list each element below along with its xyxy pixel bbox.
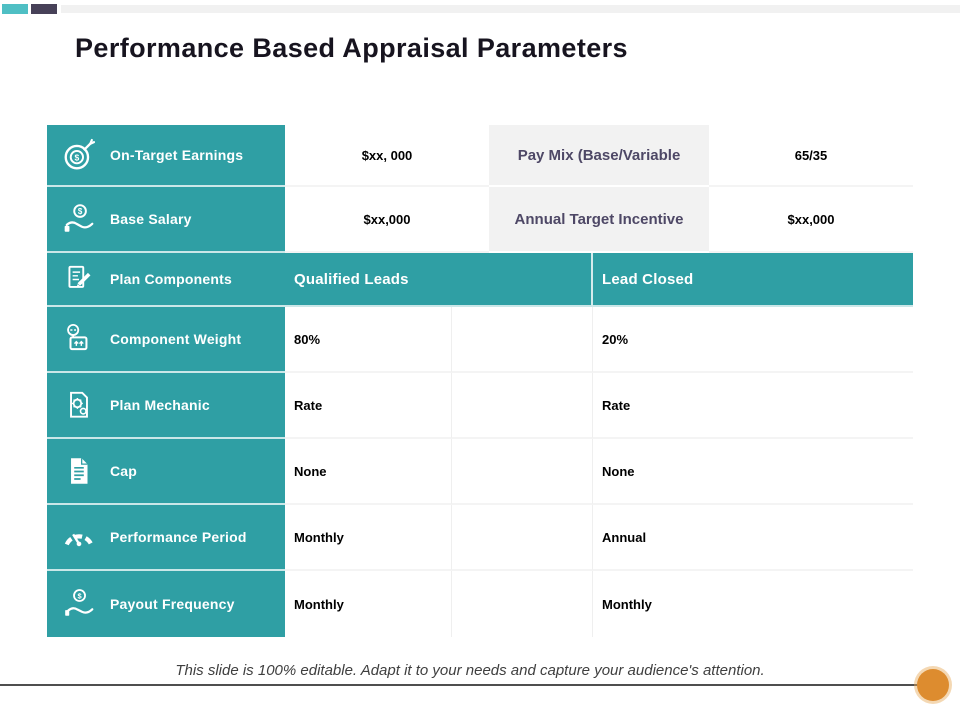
value-cell: Rate [285, 373, 451, 439]
decorative-purple-square [31, 4, 57, 14]
target-dollar-icon: $ [61, 137, 97, 173]
decorative-teal-square [2, 4, 28, 14]
svg-text:$: $ [78, 207, 83, 216]
empty-cell [451, 571, 593, 637]
table-row: Cap None None [47, 439, 913, 505]
table-row: $ Payout Frequency Monthly Monthly [47, 571, 913, 637]
row-label-cap: Cap [47, 439, 285, 505]
value-cell: Monthly [593, 571, 913, 637]
value-cell: Annual [593, 505, 913, 571]
column-header-qualified-leads: Qualified Leads [285, 253, 593, 307]
svg-text:$: $ [75, 152, 80, 162]
footer-divider-line [0, 684, 918, 686]
column-header-lead-closed: Lead Closed [593, 253, 913, 307]
empty-cell [451, 505, 593, 571]
gauge-icon [61, 519, 97, 555]
value-cell: Monthly [285, 505, 451, 571]
table-row: $ On-Target Earnings $xx, 000 Pay Mix (B… [47, 125, 913, 187]
value-cell: None [285, 439, 451, 505]
value-cell: 20% [593, 307, 913, 373]
table-row: Plan Mechanic Rate Rate [47, 373, 913, 439]
orange-dot-decoration [917, 669, 949, 701]
empty-cell [451, 307, 593, 373]
value-cell: 80% [285, 307, 451, 373]
value-cell: $xx, 000 [285, 125, 489, 187]
slide-title: Performance Based Appraisal Parameters [75, 33, 628, 63]
decorative-top-bar [61, 5, 960, 13]
empty-cell [451, 439, 593, 505]
value-cell: $xx,000 [709, 187, 913, 253]
empty-cell [451, 373, 593, 439]
secondary-label-cell: Annual Target Incentive [489, 187, 709, 253]
document-pencil-icon [61, 261, 97, 297]
table-row: $ Base Salary $xx,000 Annual Target Ince… [47, 187, 913, 253]
row-label-text: On-Target Earnings [110, 147, 244, 163]
row-label-text: Performance Period [110, 529, 247, 545]
row-label-text: Payout Frequency [110, 596, 235, 612]
row-label-payout-frequency: $ Payout Frequency [47, 571, 285, 637]
row-label-text: Plan Components [110, 271, 233, 287]
table-header-row: Plan Components Qualified Leads Lead Clo… [47, 253, 913, 307]
table-row: Component Weight 80% 20% [47, 307, 913, 373]
row-label-text: Base Salary [110, 211, 192, 227]
value-cell: Rate [593, 373, 913, 439]
hand-coin-icon: $ [61, 201, 97, 237]
row-label-on-target-earnings: $ On-Target Earnings [47, 125, 285, 187]
row-label-plan-mechanic: Plan Mechanic [47, 373, 285, 439]
row-label-base-salary: $ Base Salary [47, 187, 285, 253]
appraisal-parameters-table: $ On-Target Earnings $xx, 000 Pay Mix (B… [47, 125, 913, 637]
value-cell: $xx,000 [285, 187, 489, 253]
value-cell: Monthly [285, 571, 451, 637]
row-label-component-weight: Component Weight [47, 307, 285, 373]
table-row: Performance Period Monthly Annual [47, 505, 913, 571]
value-cell: 65/35 [709, 125, 913, 187]
row-label-text: Cap [110, 463, 138, 479]
row-label-performance-period: Performance Period [47, 505, 285, 571]
row-label-text: Component Weight [110, 331, 242, 347]
row-label-text: Plan Mechanic [110, 397, 210, 413]
weighing-scale-icon [61, 321, 97, 357]
value-cell: None [593, 439, 913, 505]
svg-text:$: $ [77, 591, 82, 600]
editable-note: This slide is 100% editable. Adapt it to… [175, 662, 765, 679]
document-gear-icon [61, 387, 97, 423]
document-icon [61, 453, 97, 489]
payout-hand-coin-icon: $ [61, 586, 97, 622]
row-label-plan-components: Plan Components [47, 253, 285, 307]
secondary-label-cell: Pay Mix (Base/Variable [489, 125, 709, 187]
